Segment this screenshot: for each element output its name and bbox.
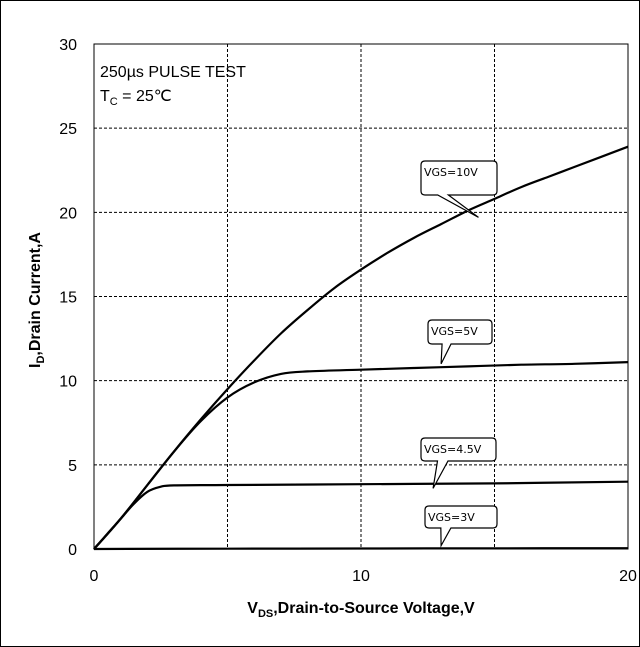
callout-layer: VGS=10V VGS=5V VGS=4.5V VGS=3V <box>420 160 498 548</box>
y-tick-label: 5 <box>68 458 77 475</box>
series-line-vgs-10v <box>93 145 629 550</box>
series-label: VGS=4.5V <box>424 443 482 456</box>
series-label: VGS=10V <box>424 166 478 179</box>
temperature-note-rest: = 25℃ <box>118 88 172 105</box>
y-tick-label: 30 <box>59 37 77 54</box>
x-tick-label: 0 <box>90 568 99 585</box>
y-tick-label: 25 <box>59 121 77 138</box>
x-axis-label: VDS,Drain-to-Source Voltage,V <box>247 600 475 620</box>
series-label: VGS=5V <box>431 325 478 338</box>
x-axis-label-sub: DS <box>258 608 273 620</box>
y-axis-label-main: I <box>27 364 44 368</box>
x-axis-label-main: V <box>247 600 258 617</box>
y-tick-label: 10 <box>59 374 77 391</box>
series-layer <box>93 145 629 551</box>
series-line-vgs-4-5v <box>93 480 629 550</box>
temperature-note-sub: C <box>110 96 118 108</box>
series-callout: VGS=3V <box>424 505 498 548</box>
x-axis-label-rest: ,Drain-to-Source Voltage,V <box>273 600 475 617</box>
tick-layer: 0 5 10 15 20 25 30 0 10 20 <box>59 37 637 585</box>
callout-bubble <box>420 160 498 218</box>
x-tick-label: 10 <box>352 568 370 585</box>
callout-bubble <box>427 319 493 365</box>
temperature-note-main: T <box>100 88 110 105</box>
y-axis-label-sub: D <box>35 356 47 364</box>
y-tick-label: 15 <box>59 290 77 307</box>
series-callout: VGS=4.5V <box>420 437 497 489</box>
y-axis-label-rest: ,Drain Current,A <box>27 232 44 356</box>
callout-bubble <box>424 505 498 548</box>
series-label: VGS=3V <box>428 511 475 524</box>
series-callout: VGS=5V <box>427 319 493 365</box>
y-tick-label: 20 <box>59 205 77 222</box>
test-condition-note: 250µs PULSE TEST <box>100 64 246 81</box>
series-callout: VGS=10V <box>420 160 498 218</box>
series-line-vgs-5v <box>93 361 629 550</box>
series-line-vgs-3v <box>93 547 629 551</box>
x-tick-label: 20 <box>619 568 637 585</box>
y-axis-label: ID,Drain Current,A <box>27 232 47 368</box>
y-tick-label: 0 <box>68 542 77 559</box>
callout-bubble <box>420 437 497 489</box>
grid-layer <box>94 44 628 549</box>
temperature-note: TC = 25℃ <box>100 88 172 108</box>
